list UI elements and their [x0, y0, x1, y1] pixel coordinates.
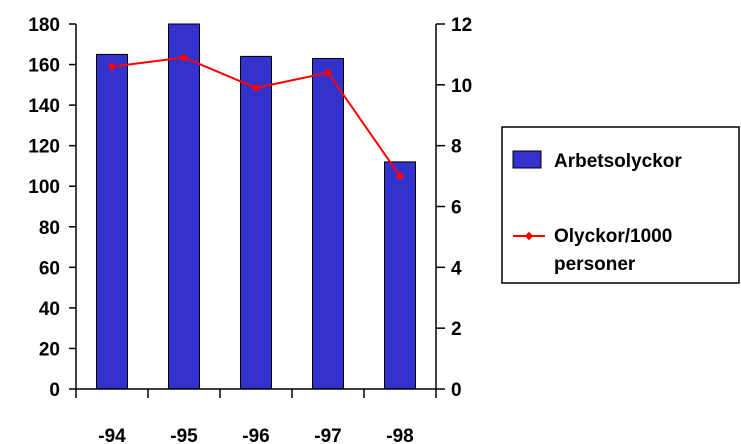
- bars-group: [96, 23, 416, 390]
- x-tick-label--94: -94: [98, 426, 126, 444]
- x-tick-label--96: -96: [242, 426, 269, 444]
- y-right-tick-label: 0: [451, 380, 462, 401]
- line-series-group: [107, 53, 405, 181]
- y-right-tick-label: 12: [451, 15, 472, 36]
- y-left-tick-label: 60: [39, 258, 60, 279]
- axes-group: 0 20 40 60 80 100 120 140 160 180 0 2 4 6 8 10 12 -94 -95 -…: [28, 15, 472, 444]
- legend-label-olyckor-line2: personer: [554, 254, 636, 275]
- y-right-tick-label: 6: [451, 198, 462, 219]
- y-right-tick-label: 4: [451, 258, 462, 279]
- y-left-tick-label: 80: [39, 218, 60, 239]
- y-right-tick-label: 10: [451, 76, 472, 97]
- y-left-tick-label: 180: [28, 15, 60, 36]
- legend: Arbetsolyckor Olyckor/1000 personer: [501, 126, 740, 284]
- x-tick-label--95: -95: [170, 426, 198, 444]
- legend-label-arbetsolyckor: Arbetsolyckor: [554, 151, 682, 172]
- bar--96: [240, 55, 272, 390]
- x-tick-label--98: -98: [386, 426, 413, 444]
- legend-bar-swatch: [512, 150, 542, 169]
- line-point--98: [395, 171, 405, 181]
- legend-label-olyckor-line1: Olyckor/1000: [554, 226, 672, 247]
- bar--94: [96, 53, 128, 390]
- bar--97: [312, 58, 344, 390]
- y-left-tick-label: 160: [28, 56, 60, 77]
- y-right-tick-label: 2: [451, 319, 462, 340]
- line-point--95: [179, 53, 189, 62]
- line-point--96: [251, 83, 261, 93]
- bar--95: [168, 23, 200, 390]
- y-left-tick-label: 0: [49, 380, 60, 401]
- line-point--97: [323, 68, 333, 77]
- bar--98: [384, 161, 416, 390]
- y-left-tick-label: 100: [28, 177, 60, 198]
- y-left-tick-label: 140: [28, 96, 60, 117]
- y-right-tick-label: 8: [451, 137, 462, 158]
- y-left-tick-label: 40: [39, 299, 60, 320]
- x-tick-label--97: -97: [314, 426, 341, 444]
- y-left-tick-label: 120: [28, 137, 60, 158]
- y-left-tick-label: 20: [39, 339, 60, 360]
